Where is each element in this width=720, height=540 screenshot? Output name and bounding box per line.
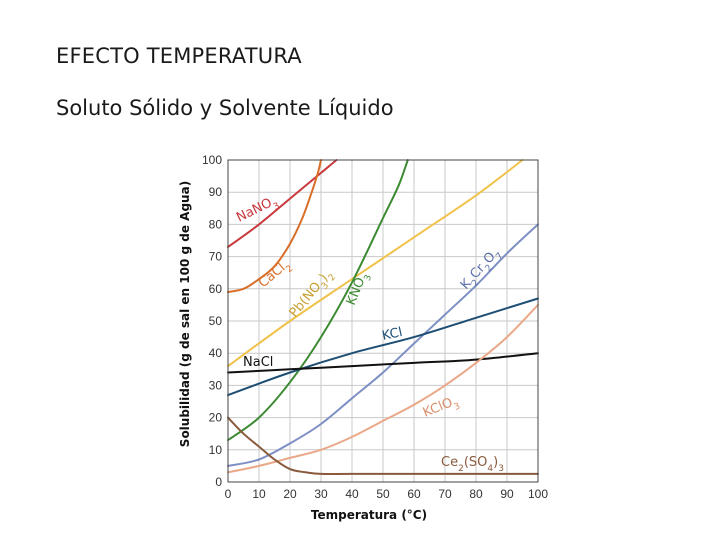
y-axis-label: Solubilidad (g de sal en 100 g de Agua) xyxy=(178,181,192,447)
series-line-kno3 xyxy=(227,159,409,442)
series-label-kno3: KNO3 xyxy=(344,270,374,309)
series-line-k2cr2o7 xyxy=(227,223,539,467)
x-tick-label: 60 xyxy=(407,487,421,501)
page-subtitle: Soluto Sólido y Solvente Líquido xyxy=(56,96,394,120)
series-line-nano3 xyxy=(227,159,338,248)
y-tick-label: 90 xyxy=(209,185,223,199)
series-line-cacl2 xyxy=(227,159,322,293)
y-tick-label: 80 xyxy=(209,217,223,231)
series-label-nacl: NaCl xyxy=(243,355,273,370)
x-tick-label: 0 xyxy=(225,487,232,501)
y-tick-label: 10 xyxy=(209,443,223,457)
series-label-pbno32: Pb(NO3)2 xyxy=(287,267,339,323)
y-tick-label: 40 xyxy=(209,346,223,360)
y-tick-label: 60 xyxy=(209,282,223,296)
x-tick-label: 90 xyxy=(500,487,514,501)
series-line-kcl xyxy=(227,297,539,397)
series-label-ce2so43: Ce2(SO4)3 xyxy=(441,455,504,474)
series-line-kclo3 xyxy=(227,303,539,474)
x-tick-label: 70 xyxy=(438,487,452,501)
x-tick-label: 40 xyxy=(345,487,359,501)
x-tick-label: 20 xyxy=(283,487,297,501)
y-tick-label: 50 xyxy=(209,314,223,328)
x-tick-label: 100 xyxy=(528,487,548,501)
y-tick-label: 70 xyxy=(209,250,223,264)
y-tick-label: 100 xyxy=(202,153,222,167)
chart-ticks: 0 10 20 30 40 50 60 70 80 90 100 0 10 20 30 40 50 60 70 80 9… xyxy=(202,153,548,501)
series-line-pbno32 xyxy=(227,159,524,368)
y-tick-label: 20 xyxy=(209,411,223,425)
y-tick-label: 0 xyxy=(215,475,222,489)
x-tick-label: 80 xyxy=(469,487,483,501)
series-line-ce2so43 xyxy=(227,416,539,476)
chart-series-labels: NaNO3 CaCl2 Pb(NO3)2 KNO3 K2Cr2O7 KCl Na… xyxy=(234,193,505,474)
plot-frame xyxy=(227,159,539,483)
x-tick-label: 10 xyxy=(252,487,266,501)
x-tick-label: 30 xyxy=(314,487,328,501)
page-title: EFECTO TEMPERATURA xyxy=(56,44,302,68)
y-tick-label: 30 xyxy=(209,378,223,392)
series-label-kcl: KCl xyxy=(381,325,404,344)
x-axis-label: Temperatura (°C) xyxy=(311,508,427,522)
series-label-k2cr2o7: K2Cr2O7 xyxy=(458,245,506,295)
x-tick-label: 50 xyxy=(376,487,390,501)
chart-series xyxy=(227,159,539,476)
